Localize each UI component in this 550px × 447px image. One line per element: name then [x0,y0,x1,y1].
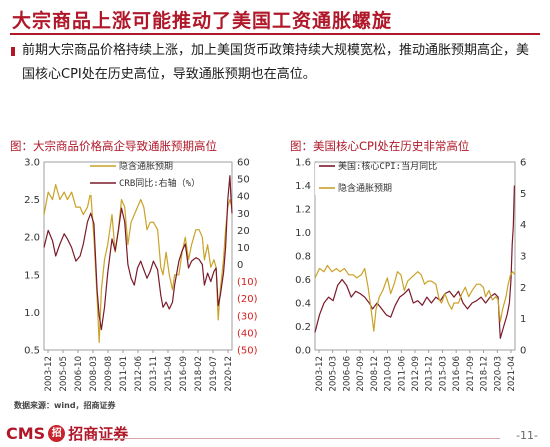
left-axis-tick-label: 0.5 [24,346,40,357]
left-axis-tick-label: 0.2 [295,322,311,333]
x-axis-tick-label: 2016-09 [179,356,189,392]
data-source: 数据来源：wind，招商证券 [14,401,116,410]
right-axis-tick-label: 10 [237,243,250,254]
figure-title-left: 图：大宗商品价格高企导致通胀预期高位 [10,139,217,153]
right-axis-tick-label: 1 [520,314,526,325]
x-axis-tick-label: 2017-09 [466,356,476,392]
x-axis-tick-label: 2006-10 [74,356,84,392]
left-axis-tick-label: 1.5 [24,270,40,281]
x-axis-tick-label: 2009-08 [104,356,114,392]
right-axis-tick-label: 0 [237,260,243,271]
right-axis-tick-label: (50) [237,346,258,357]
right-axis-tick-label: 60 [237,158,250,169]
left-axis-tick-label: 2.5 [24,195,40,206]
left-axis-tick-label: 1.2 [295,205,311,216]
x-axis-tick-label: 2015-04 [164,356,174,392]
legend-label: 隐含通胀预期 [119,160,173,172]
right-axis-tick-label: 40 [237,192,250,203]
x-axis-tick-label: 2018-02 [194,356,204,392]
x-axis-tick-label: 2013-11 [149,356,159,392]
right-axis-tick-label: 3 [520,252,526,263]
legend-background [315,163,463,195]
footer-divider [100,438,500,439]
x-axis-tick-label: 2020-12 [224,356,234,392]
left-axis-tick-label: 0.6 [295,275,311,286]
right-axis-tick-label: 30 [237,209,250,220]
right-axis-tick-label: (40) [237,328,258,339]
x-axis-tick-label: 2003-12 [315,356,325,392]
series-line-0 [43,184,233,344]
left-axis-tick-label: 2.0 [24,233,40,244]
left-axis-tick-label: 1.4 [295,181,311,192]
x-axis-tick-label: 2018-12 [480,356,490,392]
x-axis-tick-label: 2019-07 [209,356,219,392]
x-axis-tick-label: 2008-12 [370,356,380,392]
x-axis-tick-label: 2010-03 [384,356,394,392]
x-axis-tick-label: 2012-06 [134,356,144,392]
x-axis-tick-label: 2016-06 [452,356,462,392]
x-axis-tick-label: 2008-03 [89,356,99,392]
left-axis-tick-label: 0.4 [295,299,311,310]
x-axis-tick-label: 2005-03 [329,356,339,392]
x-axis-tick-label: 2005-05 [59,356,69,392]
right-axis-tick-label: (30) [237,311,258,322]
x-axis-tick-label: 2021-04 [507,356,517,392]
series-line-0 [314,185,515,339]
legend-label: 隐含通胀预期 [338,182,392,194]
x-axis-tick-label: 2020-03 [493,356,503,392]
right-axis-tick-label: 2 [520,283,526,294]
right-axis-tick-label: (20) [237,294,258,305]
right-axis-tick-label: (10) [237,277,258,288]
title-divider [10,33,540,35]
intro-paragraph: 前期大宗商品价格持续上涨，加上美国货币政策持续大规模宽松，推动通胀预期高企，美国… [22,43,530,82]
left-axis-tick-label: 3.0 [24,158,40,169]
bullet-marker [11,47,15,56]
legend-label: 美国:核心CPI:当月同比 [338,160,437,172]
logo-badge-icon: 招 [48,425,66,442]
legend-background [86,163,184,195]
figure-title-right: 图：美国核心CPI处在历史非常高位 [290,139,470,153]
page-number: -11- [516,429,538,442]
left-axis-tick-label: 0.0 [295,346,311,357]
left-axis-tick-label: 1.6 [295,158,311,169]
x-axis-tick-label: 2003-12 [44,356,54,392]
left-axis-tick-label: 1.0 [295,228,311,239]
x-axis-tick-label: 2012-09 [411,356,421,392]
right-axis-tick-label: 0 [520,346,526,357]
right-axis-tick-label: 6 [520,158,526,169]
slide-title: 大宗商品上涨可能推动了美国工资通胀螺旋 [12,10,393,32]
x-axis-tick-label: 2006-06 [342,356,352,392]
x-axis-tick-label: 2007-09 [356,356,366,392]
x-axis-tick-label: 2015-03 [438,356,448,392]
right-axis-tick-label: 20 [237,226,250,237]
company-logo: CMS 招 招商证券 [6,423,128,444]
legend-label: CRB同比:右轴（%） [119,177,200,189]
right-axis-tick-label: 50 [237,175,250,186]
left-axis-tick-label: 0.8 [295,252,311,263]
series-line-1 [314,264,516,332]
right-axis-tick-label: 4 [520,220,526,231]
series-line-1 [43,175,233,331]
right-axis-tick-label: 5 [520,189,526,200]
x-axis-tick-label: 2013-12 [425,356,435,392]
left-axis-tick-label: 1.0 [24,308,40,319]
logo-text: CMS [6,424,46,443]
x-axis-tick-label: 2011-01 [119,356,129,392]
logo-company-name: 招商证券 [68,425,129,443]
chart-commodity-inflation: 0.5 1.0 1.5 2.0 2.5 3.0 (50) (40) (30) (20) (10) 0 1… [24,158,258,392]
chart-core-cpi: 0.0 0.2 0.4 0.6 0.8 1.0 1.2 1.4 1.6 0 1 2 3 4 5 6 2003-1… [295,158,526,392]
x-axis-tick-label: 2011-06 [397,356,407,392]
